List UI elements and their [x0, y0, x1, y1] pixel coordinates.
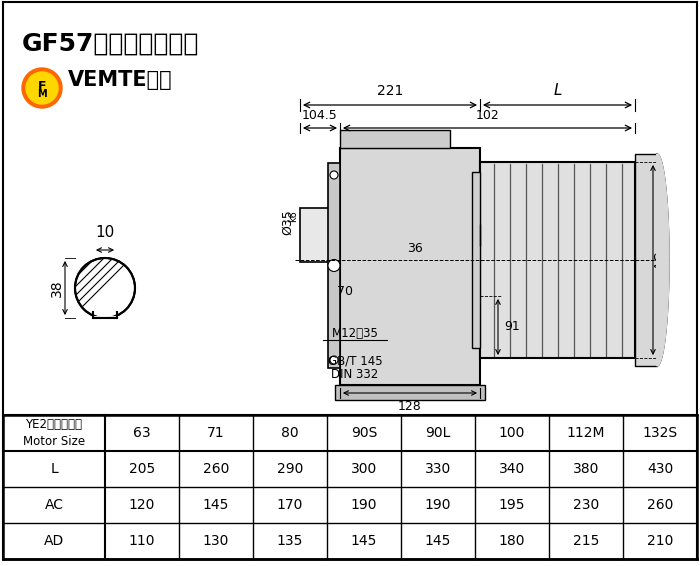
Text: 145: 145 [425, 534, 452, 548]
Text: 90S: 90S [351, 426, 377, 440]
Text: 340: 340 [499, 462, 525, 476]
Text: 221: 221 [377, 84, 403, 98]
Text: 230: 230 [573, 498, 599, 512]
Text: 112M: 112M [567, 426, 606, 440]
Bar [635, 154, 657, 366]
Bar [480, 162, 635, 358]
Circle shape [328, 259, 340, 272]
Text: AC: AC [45, 498, 64, 512]
Text: 190: 190 [351, 498, 377, 512]
Text: 290: 290 [276, 462, 303, 476]
Text: 104.5: 104.5 [302, 109, 338, 122]
Text: 70: 70 [337, 285, 353, 298]
Text: 215: 215 [573, 534, 599, 548]
Text: AC: AC [654, 251, 668, 269]
Text: 145: 145 [203, 498, 229, 512]
Text: k6: k6 [288, 210, 298, 222]
Circle shape [22, 68, 62, 108]
Text: 71: 71 [207, 426, 225, 440]
Text: VEMTE传动: VEMTE传动 [68, 70, 173, 90]
Text: 36: 36 [407, 242, 423, 255]
Text: 90L: 90L [426, 426, 451, 440]
Text: 190: 190 [425, 498, 452, 512]
Text: 38: 38 [50, 279, 64, 297]
Text: M: M [37, 89, 47, 99]
Text: 91: 91 [504, 320, 519, 333]
Text: 430: 430 [647, 462, 673, 476]
Text: F: F [38, 79, 46, 92]
Bar [300, 208, 340, 262]
Text: 100: 100 [499, 426, 525, 440]
Text: L: L [50, 462, 58, 476]
Text: 145: 145 [351, 534, 377, 548]
Circle shape [75, 258, 135, 318]
Bar [340, 148, 480, 385]
Text: 380: 380 [573, 462, 599, 476]
Text: 120: 120 [129, 498, 155, 512]
Circle shape [330, 356, 338, 364]
Text: 330: 330 [425, 462, 451, 476]
Bar [328, 163, 340, 368]
Text: 300: 300 [351, 462, 377, 476]
Text: 195: 195 [498, 498, 525, 512]
Text: L: L [553, 83, 561, 98]
Text: 135: 135 [276, 534, 303, 548]
Text: 260: 260 [203, 462, 229, 476]
Bar [335, 385, 485, 400]
Text: 63: 63 [133, 426, 150, 440]
Circle shape [26, 72, 58, 104]
Text: GB/T 145: GB/T 145 [328, 354, 382, 367]
Text: GF57减速机尺寸图纸: GF57减速机尺寸图纸 [22, 32, 200, 56]
Text: 102: 102 [475, 109, 499, 122]
Text: YE2电机机座号
Motor Size: YE2电机机座号 Motor Size [23, 418, 85, 448]
Text: 10: 10 [95, 225, 115, 240]
Bar [472, 172, 480, 348]
Text: 260: 260 [647, 498, 673, 512]
Text: 180: 180 [498, 534, 525, 548]
Text: 205: 205 [129, 462, 155, 476]
Text: Ø35: Ø35 [281, 209, 294, 235]
Text: AD: AD [44, 534, 64, 548]
Text: 170: 170 [276, 498, 303, 512]
Circle shape [330, 171, 338, 179]
Text: M12淲35: M12淲35 [332, 327, 379, 340]
Text: 128: 128 [398, 400, 422, 413]
Polygon shape [657, 154, 669, 366]
Text: 80: 80 [281, 426, 299, 440]
Text: 130: 130 [203, 534, 229, 548]
Text: 110: 110 [129, 534, 155, 548]
Text: 210: 210 [647, 534, 673, 548]
Text: DIN 332: DIN 332 [331, 368, 379, 381]
Text: 132S: 132S [643, 426, 678, 440]
Bar [340, 130, 450, 148]
